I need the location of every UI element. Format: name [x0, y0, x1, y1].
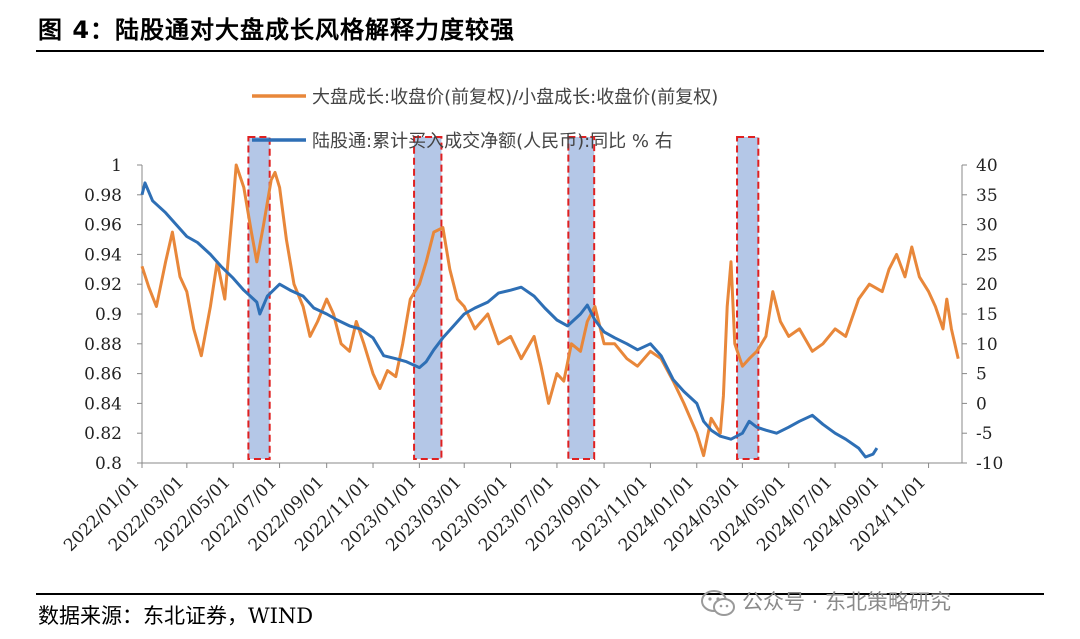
y-right-tick-label: 25: [976, 245, 998, 265]
y-right-tick-label: 30: [976, 216, 998, 236]
y-left-tick-label: 0.98: [84, 186, 122, 206]
figure-title: 图 4：陆股通对大盘成长风格解释力度较强: [38, 16, 516, 44]
y-left-tick-label: 0.9: [95, 305, 122, 325]
highlight-period-4: [736, 136, 760, 460]
y-left-tick-label: 0.92: [84, 275, 122, 295]
y-right-tick-label: 10: [976, 335, 998, 355]
y-left-tick-label: 0.96: [84, 216, 122, 236]
wechat-icon: [701, 590, 735, 616]
legend-label-ratio: 大盘成长:收盘价(前复权)/小盘成长:收盘价(前复权): [312, 87, 718, 108]
y-left-tick-label: 0.94: [84, 245, 122, 265]
y-right-tick-label: 5: [976, 365, 987, 385]
highlight-periods: [247, 136, 760, 460]
title-divider: [36, 50, 1044, 52]
watermark-text: 公众号 · 东北策略研究: [742, 590, 952, 614]
y-left-tick-label: 0.8: [95, 454, 122, 474]
y-right-tick-label: -5: [976, 424, 993, 444]
chart-lines: [140, 163, 960, 459]
y-left-tick-label: 0.82: [84, 424, 122, 444]
y-left-tick-label: 0.84: [84, 394, 122, 414]
y-right-tick-label: 20: [976, 275, 998, 295]
footer-divider: [36, 593, 1044, 595]
y-right-tick-label: 15: [976, 305, 998, 325]
y-right-tick-label: -10: [976, 454, 1003, 474]
y-left-tick-label: 0.88: [84, 335, 122, 355]
series-line-northbound: [140, 181, 879, 459]
y-left-tick-label: 1: [111, 156, 122, 176]
highlight-period-3: [567, 136, 596, 460]
highlight-period-2: [413, 136, 443, 460]
line-chart: 0.8 0.82 0.84 0.86 0.88 0.9 0.92 0.94 0.96 0.98 1 -…: [60, 87, 1003, 556]
y-right-tick-label: 35: [976, 186, 998, 206]
watermark: 公众号 · 东北策略研究: [700, 586, 951, 618]
y-right-tick-label: 40: [976, 156, 998, 176]
y-left-tick-label: 0.86: [84, 365, 122, 385]
legend-label-northbound: 陆股通:累计买入成交净额(人民币):同比 % 右: [312, 131, 673, 152]
chart-legend: 大盘成长:收盘价(前复权)/小盘成长:收盘价(前复权) 陆股通:累计买入成交净额…: [252, 87, 718, 152]
y-right-tick-label: 0: [976, 394, 987, 414]
data-source-note: 数据来源：东北证券，WIND: [38, 604, 314, 628]
series-line-ratio: [140, 163, 960, 458]
